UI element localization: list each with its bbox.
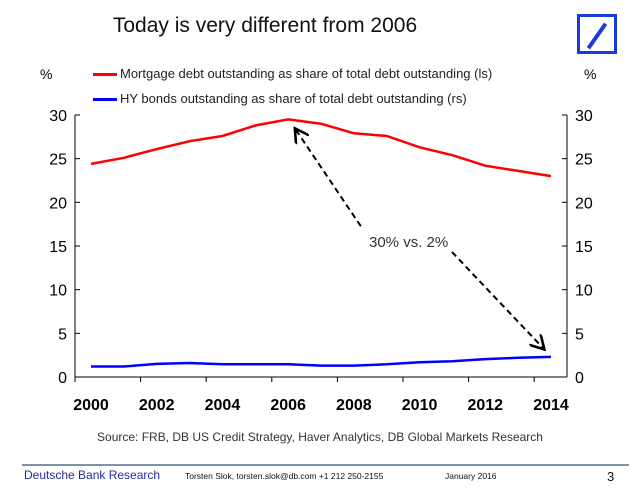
right-axis-unit: % <box>584 66 597 82</box>
footer-divider <box>22 464 629 466</box>
left-tick-label: 5 <box>58 326 67 343</box>
right-tick-label: 30 <box>575 108 593 125</box>
left-tick-label: 30 <box>49 108 67 125</box>
left-tick-label: 0 <box>58 370 67 387</box>
right-tick-label: 15 <box>575 239 593 256</box>
footer-brand: Deutsche Bank Research <box>24 468 161 482</box>
right-tick-label: 0 <box>575 370 584 387</box>
left-tick-label: 10 <box>49 283 67 300</box>
source-note: Source: FRB, DB US Credit Strategy, Have… <box>97 430 543 444</box>
x-tick-label: 2012 <box>467 397 503 414</box>
right-tick-label: 25 <box>575 152 593 169</box>
chart: 0 0 5 5 10 10 15 15 20 20 25 25 30 30 2000 2002 2004 2006… <box>49 108 593 414</box>
x-tick-label: 2004 <box>205 397 241 414</box>
annotation-arrow-lower <box>451 251 543 348</box>
legend-swatch-mortgage <box>93 73 117 76</box>
footer-date: January 2016 <box>445 471 497 481</box>
slide-title: Today is very different from 2006 <box>112 14 418 37</box>
legend-item-hy: HY bonds outstanding as share of total d… <box>120 91 467 106</box>
x-tick-label: 2000 <box>73 397 109 414</box>
footer-contact: Torsten Slok, torsten.slok@db.com +1 212… <box>185 471 384 481</box>
right-tick-label: 20 <box>575 195 593 212</box>
x-tick-label: 2010 <box>402 397 438 414</box>
x-tick-label: 2006 <box>270 397 306 414</box>
right-tick-label: 5 <box>575 326 584 343</box>
legend-item-mortgage: Mortgage debt outstanding as share of to… <box>120 66 493 81</box>
page-number: 3 <box>607 469 615 484</box>
left-tick-label: 20 <box>49 195 67 212</box>
annotation-arrow-upper <box>296 130 363 229</box>
series-line-hy <box>91 355 552 368</box>
x-tick-label: 2014 <box>533 397 569 414</box>
series-line-mortgage <box>90 118 552 178</box>
left-tick-label: 15 <box>49 239 67 256</box>
left-tick-label: 25 <box>49 152 67 169</box>
deutsche-bank-logo <box>577 14 617 54</box>
left-axis-unit: % <box>40 66 53 82</box>
right-tick-label: 10 <box>575 283 593 300</box>
x-tick-label: 2008 <box>336 397 372 414</box>
legend-swatch-hy <box>93 98 117 101</box>
x-tick-label: 2002 <box>139 397 175 414</box>
annotation-label: 30% vs. 2% <box>369 234 448 251</box>
